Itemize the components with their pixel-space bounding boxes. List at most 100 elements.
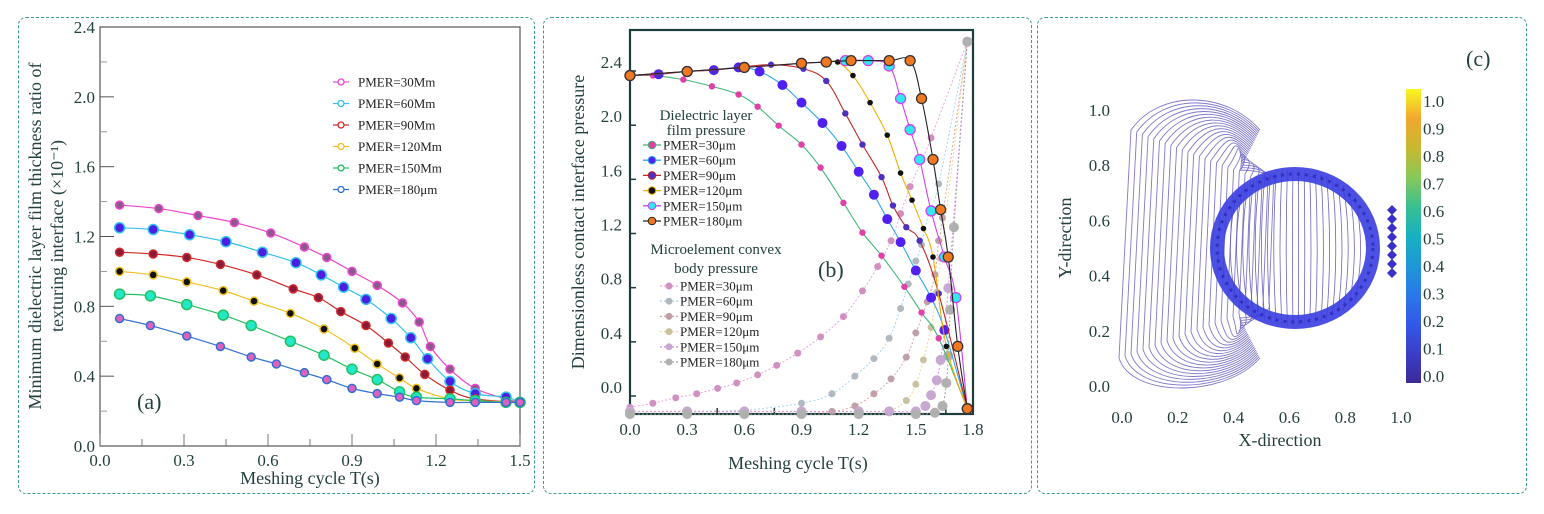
panel-c-frame [1037, 17, 1527, 494]
chart-b-legend-body-title-1: Microelement convex [650, 242, 782, 258]
chart-b-point-series-10 [935, 354, 946, 365]
chart-c-diamond-marker [1387, 205, 1397, 215]
chart-b-point-series-10 [931, 375, 942, 386]
chart-b-point-series-1 [817, 117, 828, 128]
chart-c-contour-line [1279, 170, 1283, 326]
chart-c-contour-line [1178, 128, 1253, 360]
chart-b-legend-label: PMER=150μm [680, 339, 759, 354]
chart-a-point-series-5 [372, 388, 382, 399]
chart-b-point-series-6 [906, 183, 914, 191]
chart-c-contour-line [1337, 181, 1343, 315]
chart-a-panel-label: (a) [137, 389, 161, 414]
chart-a-point-series-1 [147, 223, 159, 236]
chart-a-point-series-2 [114, 247, 125, 257]
chart-b-legend-body-title-2: body pressure [674, 261, 758, 277]
chart-c-contour-line [1342, 184, 1349, 312]
chart-b-point-series-6 [773, 361, 781, 369]
chart-a-point-series-4 [318, 349, 330, 361]
chart-b-legend-marker [665, 358, 673, 366]
chart-a-x-tick-label: 0.3 [173, 451, 194, 470]
chart-c-x-axis-title: X-direction [1239, 430, 1322, 450]
chart-b-point-series-5 [961, 403, 973, 415]
chart-b-point-series-6 [817, 333, 825, 341]
chart-c-diamond-marker [1387, 214, 1397, 224]
chart-c-y-axis-title: Y-direction [1055, 198, 1075, 279]
chart-b-point-series-7 [897, 304, 905, 312]
chart-c-y-tick-label: 0.8 [1089, 156, 1110, 175]
chart-b-point-series-2 [878, 173, 885, 181]
chart-b: 0.0 0.4 0.8 1.2 1.6 2.0 2.4 0.0 0.3 0.6 0.9 1.2 1.5 1… [568, 28, 984, 474]
chart-a-point-series-4 [245, 319, 257, 332]
chart-c-contour-line [1184, 131, 1252, 357]
panel-a-frame [18, 17, 535, 494]
chart-a-point-series-0 [299, 242, 310, 252]
chart-c-contour-line [1320, 173, 1324, 323]
chart-b-legend-label: PMER=60μm [680, 294, 753, 309]
chart-a-point-series-1 [360, 293, 372, 306]
chart-a-point-series-5 [182, 331, 192, 341]
chart-c-x-tick-label: 0.8 [1335, 408, 1356, 427]
chart-a-point-series-1 [444, 375, 456, 388]
chart-a-point-series-0 [347, 266, 357, 277]
chart-a-point-series-2 [215, 259, 226, 270]
chart-a-legend-label: PMER=90Mm [358, 118, 435, 133]
chart-c-y-tick-label: 0.6 [1089, 211, 1110, 230]
chart-c-colorbar-tick-label: 0.1 [1423, 340, 1444, 359]
chart-b-point-series-11 [945, 304, 956, 315]
chart-b-legend-marker [647, 216, 657, 226]
chart-b-legend-label: PMER=120μm [663, 183, 742, 198]
chart-b-point-series-0 [754, 103, 761, 110]
chart-a-point-series-1 [256, 246, 269, 258]
chart-b-point-series-5 [795, 57, 808, 70]
chart-b-point-series-5 [942, 251, 954, 263]
chart-b-x-axis-title: Meshing cycle T(s) [728, 453, 868, 474]
chart-b-legend-marker [665, 312, 673, 320]
chart-a-point-series-5 [114, 313, 125, 324]
chart-c-colorbar-tick-label: 0.0 [1423, 367, 1444, 386]
chart-c-contour-line [1273, 172, 1277, 324]
chart-c-contour-line [1160, 119, 1255, 369]
chart-b-point-series-5 [883, 54, 895, 67]
chart-b-point-series-5 [934, 203, 947, 216]
chart-b-point-series-11 [796, 409, 807, 420]
chart-b-point-series-11 [910, 409, 921, 420]
chart-b-point-series-0 [817, 164, 824, 171]
chart-a-legend-marker [337, 99, 345, 108]
chart-b-point-series-6 [754, 371, 762, 379]
chart-b-point-series-7 [885, 334, 893, 342]
chart-c-y-tick-label: 0.0 [1089, 377, 1110, 396]
chart-a-point-series-2 [288, 284, 298, 294]
chart-b-point-series-11 [948, 222, 959, 233]
chart-a-legend-label: PMER=180μm [358, 182, 437, 197]
chart-a-y-tick-label: 2.4 [74, 18, 96, 37]
chart-b-point-series-2 [889, 202, 897, 209]
panel-b-frame [543, 17, 1032, 494]
chart-b-point-series-0 [935, 335, 942, 342]
chart-c-colorbar [1406, 89, 1421, 383]
chart-a-point-series-5 [299, 367, 310, 378]
chart-a-point-series-1 [290, 256, 302, 269]
chart-a-x-tick-label: 0.9 [341, 451, 362, 470]
chart-b-point-series-11 [962, 36, 973, 47]
chart-c-contour-line [1166, 122, 1254, 366]
chart-b-point-series-7 [828, 390, 836, 398]
chart-c-contour-line [1309, 171, 1312, 325]
chart-b-legend-marker [647, 171, 657, 180]
chart-a-point-series-0 [397, 298, 408, 308]
chart-a-point-series-0 [266, 228, 276, 238]
chart-a-point-series-0 [229, 217, 240, 228]
chart-b-point-series-6 [672, 394, 680, 402]
chart-b-point-series-6 [887, 237, 895, 245]
chart-b-y-axis-title: Dimensionless contact interface pressure [568, 75, 588, 369]
chart-b-y-tick-label: 0.4 [601, 324, 623, 343]
chart-b-legend-marker [647, 155, 657, 165]
chart-b-point-series-3 [920, 225, 927, 232]
chart-a-point-series-5 [394, 392, 405, 402]
chart-b-point-series-6 [874, 262, 882, 270]
chart-b-legend-label: PMER=30μm [680, 279, 753, 294]
chart-b-point-series-3 [909, 197, 915, 203]
chart-a-point-series-1 [220, 235, 232, 248]
chart-b-point-series-7 [798, 399, 805, 407]
chart-b-point-series-8 [870, 390, 878, 398]
chart-b-point-series-2 [655, 70, 662, 78]
